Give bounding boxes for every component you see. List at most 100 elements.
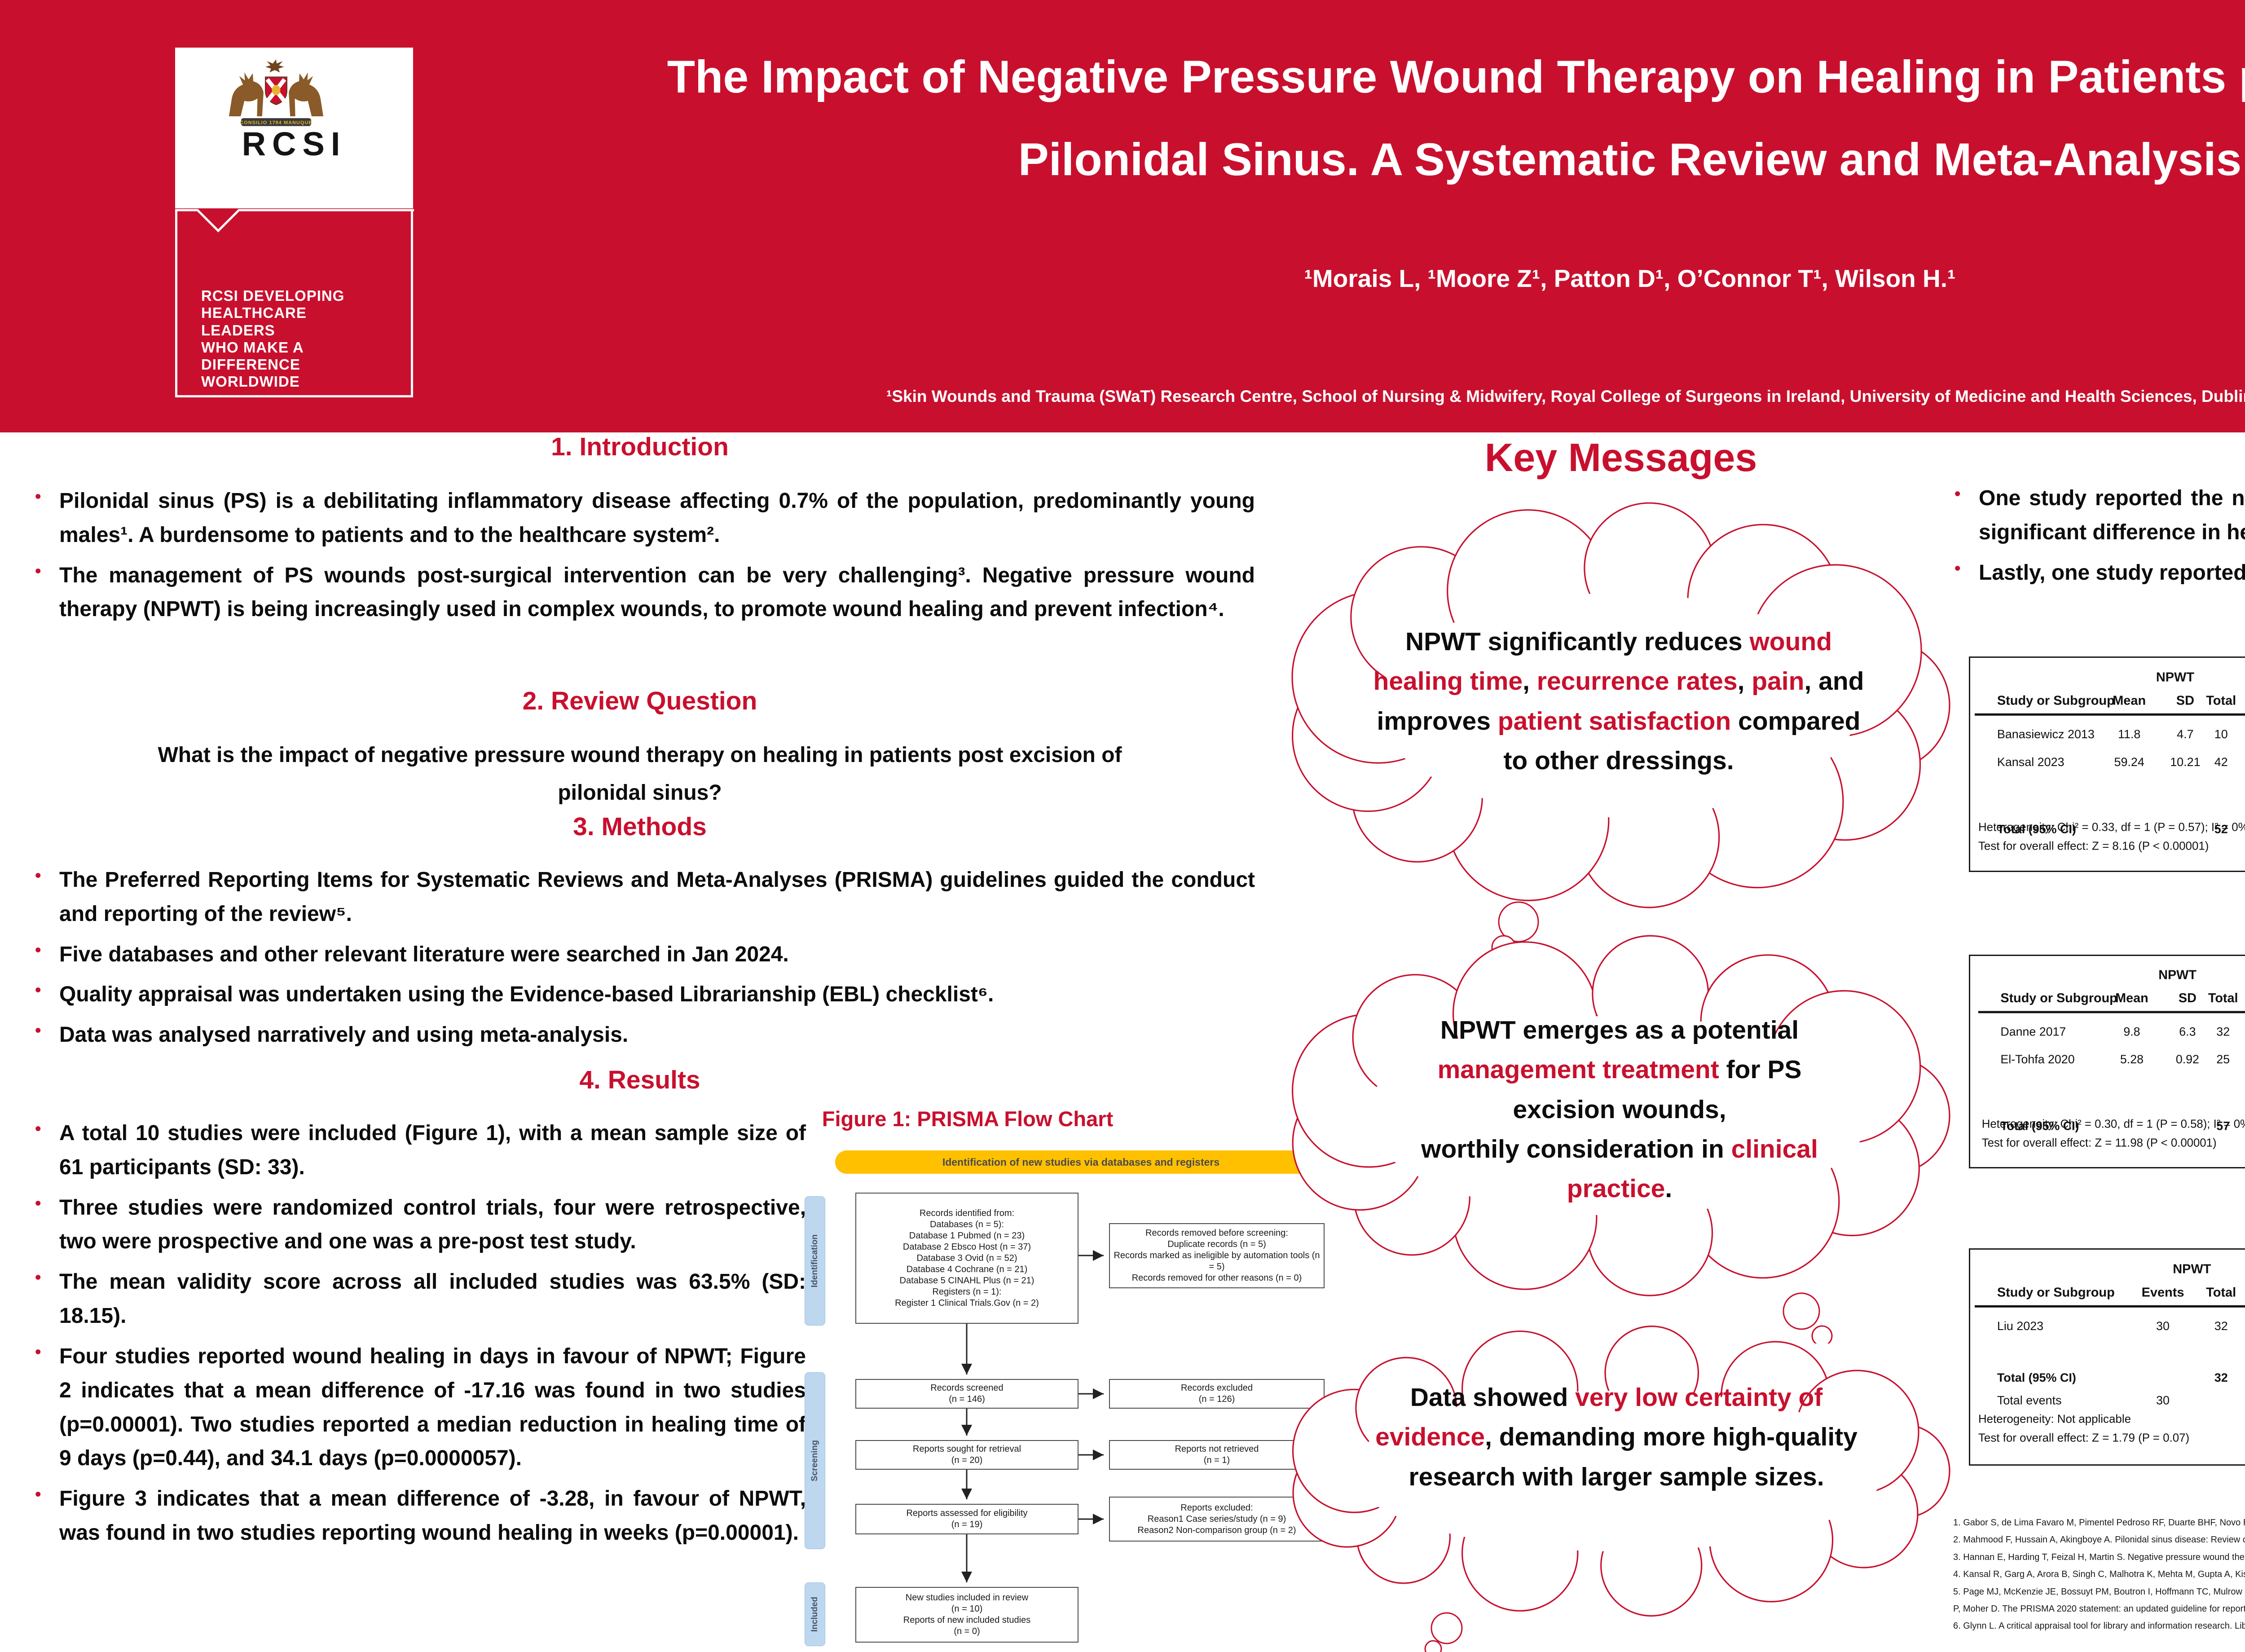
bullet-item: Three studies were randomized control tr… [31, 1190, 806, 1259]
svg-text:Total: Total [2208, 991, 2238, 1005]
svg-text:Total: Total [2206, 693, 2236, 708]
review-question-text: What is the impact of negative pressure … [158, 743, 1122, 805]
svg-text:32: 32 [2214, 1319, 2228, 1333]
svg-text:Mean: Mean [2115, 991, 2148, 1005]
svg-text:32: 32 [2216, 1025, 2230, 1038]
reference-item: 6. Glynn L. A critical appraisal tool fo… [1953, 1621, 2245, 1631]
prisma-box-not-retrieved: Reports not retrieved (n = 1) [1109, 1440, 1325, 1470]
prisma-banner: Identification of new studies via databa… [835, 1150, 1327, 1174]
bullet-item: Data was analysed narratively and using … [31, 1017, 1255, 1052]
svg-text:32: 32 [2214, 1371, 2228, 1384]
references-list: 1. Gabor S, de Lima Favaro M, Pimentel P… [1953, 1514, 2245, 1635]
svg-text:Test for overall effect: Z = 8: Test for overall effect: Z = 8.16 (P < 0… [1978, 840, 2209, 853]
svg-text:4.7: 4.7 [2177, 727, 2193, 741]
results-list: A total 10 studies were included (Figure… [31, 1115, 806, 1556]
reference-item: 2. Mahmood F, Hussain A, Akingboye A. Pi… [1953, 1535, 2245, 1545]
svg-text:0.92: 0.92 [2176, 1053, 2199, 1066]
svg-text:6.3: 6.3 [2179, 1025, 2196, 1038]
tagline-notch-icon [175, 209, 414, 233]
heading-review-question: 2. Review Question [522, 687, 757, 715]
prisma-box-reports-excluded: Reports excluded: Reason1 Case series/st… [1109, 1497, 1325, 1542]
reference-item: 1. Gabor S, de Lima Favaro M, Pimentel P… [1953, 1518, 2245, 1528]
rcsi-logo-box: CONSILIO 1784 MANUQUE [175, 48, 413, 208]
bullet-item: Quality appraisal was undertaken using t… [31, 977, 1255, 1012]
rcsi-tagline: RCSI DEVELOPING HEALTHCARE LEADERS WHO M… [201, 287, 345, 390]
figure4-title: Figure 4: Forest Plot: Number of Wounds … [1969, 1215, 2245, 1240]
key-message-3: Data showed very low certainty of eviden… [1375, 1383, 1858, 1491]
svg-text:Total (95% CI): Total (95% CI) [1997, 1371, 2076, 1384]
heading-results: 4. Results [579, 1066, 700, 1094]
reference-item: 5. Page MJ, McKenzie JE, Bossuyt PM, Bou… [1953, 1586, 2245, 1614]
bullet-item: One study reported the number of wounds … [1951, 480, 2245, 550]
svg-text:NPWT: NPWT [2158, 968, 2197, 982]
poster-title-line2: Pilonidal Sinus. A Systematic Review and… [1018, 133, 2242, 185]
svg-text:10.21: 10.21 [2170, 755, 2200, 769]
prisma-tab-included: Included [805, 1582, 825, 1646]
rcsi-crest-icon: CONSILIO 1784 MANUQUE [229, 59, 324, 126]
svg-text:Study or Subgroup: Study or Subgroup [1997, 693, 2115, 708]
svg-text:Study or Subgroup: Study or Subgroup [1997, 1285, 2115, 1300]
svg-text:Study or Subgroup: Study or Subgroup [2000, 991, 2117, 1005]
prisma-arrows [961, 1250, 1104, 1582]
prisma-box-screened: Records screened (n = 146) [855, 1379, 1078, 1409]
svg-text:Total (95% CI): Total (95% CI) [1997, 823, 2076, 836]
bullet-item: A total 10 studies were included (Figure… [31, 1115, 806, 1185]
svg-text:52: 52 [2214, 823, 2228, 836]
heading-results-continued: 4. Results (continued) [1944, 435, 2245, 464]
reference-item: 4. Kansal R, Garg A, Arora B, Singh C, M… [1953, 1569, 2245, 1580]
svg-text:Liu 2023: Liu 2023 [1997, 1319, 2043, 1333]
svg-text:25: 25 [2216, 1053, 2230, 1066]
rcsi-tagline-box [175, 210, 413, 397]
contact-email-link[interactable]: lilianamorais21@rcsi.com [1953, 1604, 2245, 1639]
bullet-item: The management of PS wounds post-surgica… [31, 558, 1255, 627]
svg-text:9.8: 9.8 [2123, 1025, 2140, 1038]
introduction-list: Pilonidal sinus (PS) is a debilitating i… [31, 483, 1255, 633]
bullet-item: Pilonidal sinus (PS) is a debilitating i… [31, 483, 1255, 552]
thought-cloud-1 [1291, 502, 1950, 956]
key-message-1: NPWT significantly reduces wound healing… [1373, 627, 1864, 775]
bullet-item: Five databases and other relevant litera… [31, 937, 1255, 972]
prisma-tab-identification: Identification [805, 1196, 825, 1326]
svg-text:Test for overall effect: Z = 1: Test for overall effect: Z = 1.79 (P = 0… [1978, 1432, 2189, 1445]
figure2-forest-plot: NPWTAny other dressingMean DifferenceMea… [1969, 656, 2245, 872]
svg-text:42: 42 [2214, 755, 2228, 769]
svg-text:El-Tohfa 2020: El-Tohfa 2020 [2000, 1053, 2074, 1066]
svg-text:Total (95% CI): Total (95% CI) [2000, 1119, 2079, 1133]
thought-cloud-2 [1292, 935, 1950, 1344]
svg-text:Banasiewicz 2013: Banasiewicz 2013 [1997, 727, 2095, 741]
svg-text:5.28: 5.28 [2120, 1053, 2144, 1066]
prisma-flow-chart: Identification of new studies via databa… [804, 1148, 1329, 1650]
svg-text:Total: Total [2206, 1285, 2236, 1300]
svg-text:30: 30 [2156, 1394, 2170, 1407]
svg-text:NPWT: NPWT [2173, 1262, 2211, 1276]
heading-introduction: 1. Introduction [551, 432, 729, 461]
svg-text:30: 30 [2156, 1319, 2170, 1333]
svg-text:CONSILIO 1784 MANUQUE: CONSILIO 1784 MANUQUE [240, 120, 312, 126]
authors-line: ¹Morais L, ¹Moore Z¹, Patton D¹, O’Conno… [1304, 264, 1956, 292]
figure3-title: Figure 3: Forest Plot: Wound Healing in … [1969, 921, 2245, 946]
reference-item: 3. Hannan E, Harding T, Feizal H, Martin… [1953, 1552, 2245, 1562]
svg-text:11.8: 11.8 [2118, 727, 2140, 741]
svg-text:Heterogeneity: Chi² = 0.30, df: Heterogeneity: Chi² = 0.30, df = 1 (P = … [1982, 1118, 2245, 1131]
prisma-tab-screening: Screening [805, 1372, 825, 1549]
svg-text:Danne 2017: Danne 2017 [2000, 1025, 2066, 1038]
results-continued-list: One study reported the number of wounds … [1951, 480, 2245, 596]
figure3-forest-plot: NPWTAny other dressingMean DifferenceMea… [1969, 955, 2245, 1168]
prisma-box-removed: Records removed before screening: Duplic… [1109, 1223, 1325, 1288]
figure2-plot-canvas: NPWTAny other dressingMean DifferenceMea… [1974, 670, 2245, 853]
bullet-item: The Preferred Reporting Items for System… [31, 862, 1255, 931]
svg-text:Heterogeneity: Chi² = 0.33, df: Heterogeneity: Chi² = 0.33, df = 1 (P = … [1978, 821, 2245, 834]
methods-list: The Preferred Reporting Items for System… [31, 862, 1255, 1058]
bullet-item: Figure 3 indicates that a mean differenc… [31, 1481, 806, 1550]
svg-text:Mean: Mean [2113, 693, 2146, 708]
svg-text:59.24: 59.24 [2114, 755, 2144, 769]
svg-text:SD: SD [2179, 991, 2197, 1005]
prisma-box-assessed: Reports assessed for eligibility (n = 19… [855, 1504, 1078, 1534]
figure3-plot-canvas: NPWTAny other dressingMean DifferenceMea… [1978, 968, 2245, 1149]
figure2-title: Figure 2: Forest Plot: Wound Healing in … [1969, 621, 2245, 645]
affiliation-line: ¹Skin Wounds and Trauma (SWaT) Research … [886, 387, 2245, 405]
svg-text:57: 57 [2216, 1119, 2230, 1133]
heading-methods: 3. Methods [573, 812, 707, 841]
svg-text:NPWT: NPWT [2156, 670, 2194, 684]
